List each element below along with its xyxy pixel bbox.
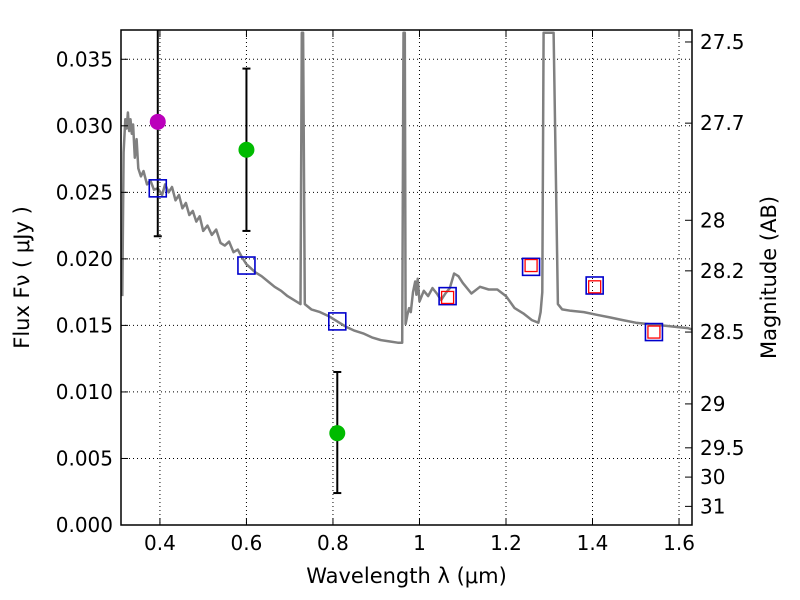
- y-tick-label: 0.010: [56, 380, 113, 404]
- template-photometry-square: [237, 256, 256, 275]
- template-photometry-square: [644, 322, 664, 342]
- mag-tick-label: 27.5: [700, 30, 745, 54]
- template-photometry-square: [585, 276, 604, 295]
- y-tick-label: 0.005: [56, 446, 113, 470]
- right-axis-label: Magnitude (AB): [757, 196, 781, 359]
- mag-tick-label: 28.2: [700, 259, 745, 283]
- photometry-points: [148, 113, 664, 442]
- mag-tick-label: 30: [700, 465, 725, 489]
- mag-tick-label: 28: [700, 208, 725, 232]
- template-photometry-square: [438, 286, 457, 306]
- mag-tick-label: 27.7: [700, 111, 745, 135]
- y-tick-label: 0.000: [56, 513, 113, 537]
- y-tick-label: 0.020: [56, 247, 113, 271]
- x-tick-label: 1.6: [663, 531, 695, 555]
- y-tick-label: 0.025: [56, 180, 113, 204]
- x-tick-label: 1.4: [577, 531, 609, 555]
- error-bars: [153, 30, 342, 495]
- template-photometry-square: [327, 312, 347, 331]
- mag-tick-label: 29.5: [700, 436, 745, 460]
- template-photometry-square: [521, 257, 541, 277]
- observed-nir-square: [588, 280, 602, 294]
- y-tick-label: 0.035: [56, 47, 113, 71]
- observed-optical-point: [329, 425, 346, 442]
- grid-lines: [121, 30, 692, 526]
- observed-optical-point: [238, 141, 255, 158]
- y-axis-label: Flux Fν ( μJy ): [10, 206, 34, 349]
- axis-ticks: 0.4 0.6 0.8 1 1.2 1.4 1.6 0.000 0.005 0.010 0.015 0…: [56, 30, 745, 555]
- x-tick-label: 0.8: [317, 531, 349, 555]
- x-tick-label: 1.2: [490, 531, 522, 555]
- plot-frame: [120, 29, 693, 526]
- y-tick-label: 0.015: [56, 313, 113, 337]
- x-tick-label: 0.6: [231, 531, 263, 555]
- spectrum-line: [121, 31, 693, 344]
- template-spectrum: [121, 31, 693, 344]
- y-tick-label: 0.030: [56, 114, 113, 138]
- x-axis-label: Wavelength λ (μm): [306, 564, 507, 588]
- upper-limit-point: [149, 113, 166, 130]
- mag-tick-label: 28.5: [700, 320, 745, 344]
- mag-tick-label: 29: [700, 392, 725, 416]
- observed-nir-square: [647, 325, 661, 339]
- template-photometry-square: [148, 179, 168, 198]
- observed-nir-square: [440, 290, 455, 305]
- observed-nir-square: [524, 258, 538, 273]
- x-tick-label: 0.4: [144, 531, 176, 555]
- x-tick-label: 1: [413, 531, 426, 555]
- mag-tick-label: 31: [700, 494, 725, 518]
